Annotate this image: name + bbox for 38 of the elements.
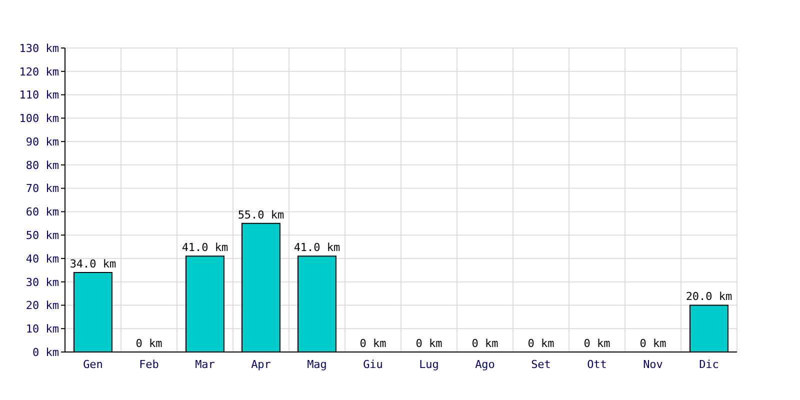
y-tick-label: 110 km bbox=[19, 88, 60, 102]
x-tick-label: Lug bbox=[419, 358, 439, 371]
y-tick-label: 50 km bbox=[26, 228, 60, 242]
y-tick-label: 60 km bbox=[26, 206, 60, 219]
y-tick-label: 20 km bbox=[26, 299, 60, 312]
x-tick-label: Mar bbox=[195, 358, 216, 371]
x-tick-label: Set bbox=[531, 358, 551, 371]
y-tick-label: 100 km bbox=[19, 112, 60, 126]
data-label: 41.0 km bbox=[294, 241, 341, 254]
data-label: 0 km bbox=[136, 337, 163, 350]
y-tick-label: 120 km bbox=[19, 65, 60, 78]
y-tick-label: 30 km bbox=[26, 276, 60, 289]
x-tick-label: Giu bbox=[363, 358, 383, 371]
x-tick-label: Feb bbox=[139, 358, 159, 371]
data-label: 55.0 km bbox=[238, 208, 285, 222]
x-tick-label: Mag bbox=[307, 358, 327, 371]
x-tick-label: Ago bbox=[475, 358, 495, 371]
data-label: 0 km bbox=[472, 337, 499, 350]
y-tick-label: 130 km bbox=[19, 42, 60, 55]
data-label: 41.0 km bbox=[182, 241, 229, 254]
data-label: 34.0 km bbox=[70, 257, 117, 270]
x-tick-label: Apr bbox=[251, 358, 272, 371]
y-tick-label: 80 km bbox=[26, 158, 60, 172]
y-tick-label: 90 km bbox=[26, 135, 60, 148]
data-label: 0 km bbox=[640, 337, 667, 350]
y-tick-label: 40 km bbox=[26, 252, 60, 266]
x-tick-label: Dic bbox=[699, 358, 719, 371]
data-label: 20.0 km bbox=[686, 290, 733, 304]
y-tick-label: 10 km bbox=[26, 322, 60, 336]
x-tick-label: Gen bbox=[83, 358, 103, 371]
y-tick-label: 70 km bbox=[26, 182, 60, 196]
y-tick-label: 0 km bbox=[32, 346, 60, 359]
x-tick-label: Nov bbox=[643, 358, 664, 371]
x-tick-label: Ott bbox=[587, 358, 607, 371]
data-label: 0 km bbox=[584, 337, 611, 350]
data-label: 0 km bbox=[528, 337, 555, 350]
data-label: 0 km bbox=[416, 337, 443, 350]
data-label: 0 km bbox=[360, 337, 387, 350]
